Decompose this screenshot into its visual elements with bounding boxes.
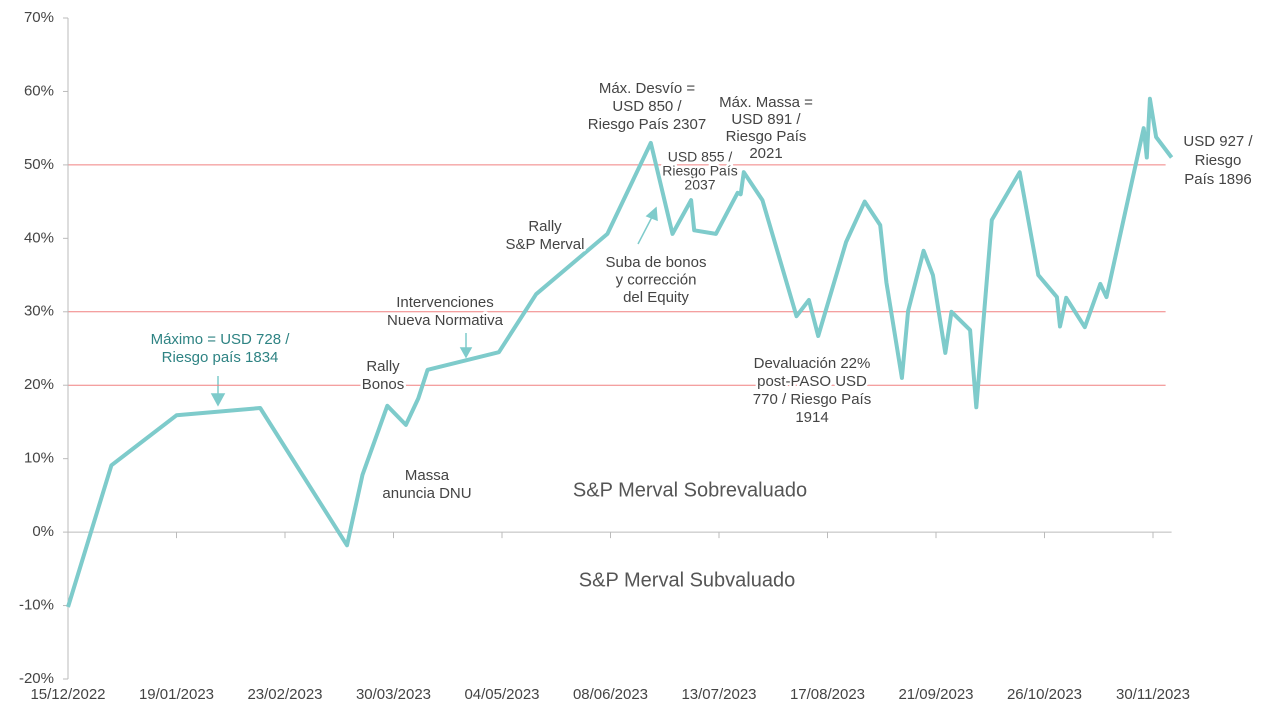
annotation: Nueva Normativa [387, 312, 504, 329]
x-tick-label: 04/05/2023 [464, 686, 539, 703]
annotation: S&P Merval [506, 236, 585, 253]
x-tick-label: 26/10/2023 [1007, 686, 1082, 703]
annotation: del Equity [623, 289, 689, 306]
annotation: País 1896 [1184, 171, 1252, 188]
annotation: 2021 [749, 145, 782, 162]
annotation: y corrección [616, 271, 697, 288]
annotation: Máx. Massa = [719, 94, 813, 111]
y-tick-label: 70% [24, 9, 54, 26]
annotation: 2037 [684, 177, 715, 193]
x-tick-label: 13/07/2023 [681, 686, 756, 703]
y-tick-label: -20% [19, 670, 54, 687]
annotation: 770 / Riesgo País [753, 391, 871, 408]
x-tick-label: 30/11/2023 [1116, 686, 1190, 703]
arrow-head [645, 206, 658, 222]
y-tick-label: 20% [24, 376, 54, 393]
annotation: Máx. Desvío = [599, 80, 696, 97]
annotation: 1914 [795, 409, 828, 426]
annotation: USD 850 / [612, 98, 682, 115]
y-tick-label: 30% [24, 303, 54, 320]
arrows [210, 206, 658, 407]
x-tick-label: 08/06/2023 [573, 686, 648, 703]
annotation: Bonos [362, 376, 405, 393]
x-tick-label: 19/01/2023 [139, 686, 214, 703]
annotation: USD 855 / [668, 149, 733, 165]
y-tick-label: 40% [24, 229, 54, 246]
annotation: Riesgo país 1834 [162, 349, 279, 366]
x-tick-label: 21/09/2023 [898, 686, 973, 703]
annotation: Rally [366, 358, 400, 375]
annotation: Intervenciones [396, 294, 494, 311]
annotation: post-PASO USD [757, 373, 867, 390]
x-tick-label: 30/03/2023 [356, 686, 431, 703]
annotation: Máximo = USD 728 / [151, 331, 291, 348]
y-tick-label: 60% [24, 82, 54, 99]
y-tick-label: 50% [24, 156, 54, 173]
region-label: S&P Merval Subvaluado [579, 569, 795, 591]
x-tick-label: 15/12/2022 [30, 686, 105, 703]
annotation: anuncia DNU [382, 485, 471, 502]
annotation: USD 927 / [1183, 133, 1253, 150]
annotation: USD 891 / [731, 111, 801, 128]
arrow-head [210, 393, 226, 407]
annotation: Riesgo País [726, 128, 807, 145]
annotation: Riesgo País [662, 163, 737, 179]
y-tick-label: -10% [19, 597, 54, 614]
annotation: Riesgo País 2307 [588, 116, 706, 133]
annotation: Devaluación 22% [754, 355, 871, 372]
x-tick-label: 23/02/2023 [247, 686, 322, 703]
arrow [637, 216, 653, 245]
annotation: Suba de bonos [606, 254, 707, 271]
data-line [66, 96, 1174, 608]
annotation: Massa [405, 467, 450, 484]
arrow-head [459, 347, 473, 359]
annotation: Rally [528, 218, 562, 235]
y-tick-label: 10% [24, 450, 54, 467]
x-tick-label: 17/08/2023 [790, 686, 865, 703]
y-tick-label: 0% [32, 523, 54, 540]
region-label: S&P Merval Sobrevaluado [573, 479, 807, 501]
annotation: Riesgo [1195, 152, 1242, 169]
